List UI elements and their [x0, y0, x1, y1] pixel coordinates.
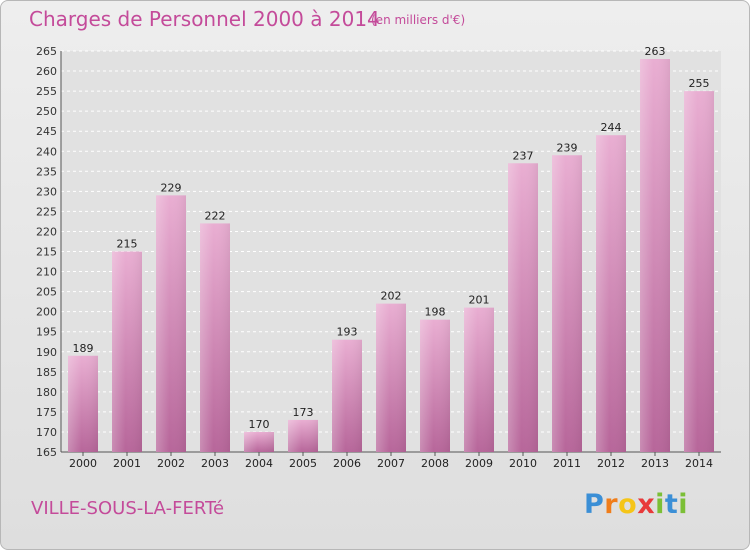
x-tick-label-2003: 2003 [201, 457, 229, 470]
y-tick-label: 265 [36, 45, 57, 58]
bar-sheen [464, 307, 494, 452]
y-tick-label: 260 [36, 65, 57, 78]
bar-sheen [332, 339, 362, 452]
bar-sheen [596, 135, 626, 452]
logo-letter: P [584, 489, 605, 520]
proxiti-logo[interactable]: Proxiti [584, 489, 688, 520]
x-tick-label-2001: 2001 [113, 457, 141, 470]
bar-sheen [244, 431, 274, 452]
y-tick-label: 180 [36, 386, 57, 399]
x-tick-label-2004: 2004 [245, 457, 273, 470]
data-label-2005: 173 [293, 406, 314, 419]
bar-sheen [552, 155, 582, 452]
x-tick-label-2000: 2000 [69, 457, 97, 470]
y-tick-label: 210 [36, 266, 57, 279]
bar-sheen [288, 419, 318, 452]
y-tick-label: 230 [36, 185, 57, 198]
data-label-2000: 189 [73, 342, 94, 355]
y-tick-label: 185 [36, 366, 57, 379]
bar-sheen [156, 195, 186, 453]
bar-sheen [68, 355, 98, 452]
y-tick-label: 250 [36, 105, 57, 118]
place-name: VILLE-SOUS-LA-FERTé [31, 498, 225, 519]
x-tick-label-2006: 2006 [333, 457, 361, 470]
logo-letter: t [664, 489, 679, 520]
data-label-2012: 244 [601, 121, 622, 134]
y-tick-label: 225 [36, 205, 57, 218]
y-tick-label: 240 [36, 145, 57, 158]
data-label-2010: 237 [513, 149, 534, 162]
y-tick-label: 175 [36, 406, 57, 419]
y-tick-label: 245 [36, 125, 57, 138]
y-tick-label: 215 [36, 246, 57, 259]
data-label-2011: 239 [557, 141, 578, 154]
y-tick-label: 200 [36, 306, 57, 319]
bar-sheen [640, 59, 670, 453]
data-label-2007: 202 [381, 290, 402, 303]
x-tick-label-2012: 2012 [597, 457, 625, 470]
x-tick-label-2008: 2008 [421, 457, 449, 470]
data-label-2003: 222 [205, 209, 226, 222]
data-label-2013: 263 [645, 45, 666, 58]
bar-sheen [376, 303, 406, 452]
x-tick-label-2007: 2007 [377, 457, 405, 470]
logo-letter: o [618, 489, 638, 520]
x-tick-label-2011: 2011 [553, 457, 581, 470]
chart-subtitle: (en milliers d'€) [371, 13, 466, 27]
bar-sheen [508, 163, 538, 452]
chart-title: Charges de Personnel 2000 à 2014 [29, 7, 380, 31]
x-tick-label-2013: 2013 [641, 457, 669, 470]
logo-letter: r [604, 489, 619, 520]
data-label-2004: 170 [249, 418, 270, 431]
y-tick-label: 165 [36, 446, 57, 459]
logo-letter: i [678, 489, 689, 520]
bar-sheen [420, 319, 450, 452]
y-tick-label: 235 [36, 165, 57, 178]
x-tick-label-2009: 2009 [465, 457, 493, 470]
x-tick-label-2014: 2014 [685, 457, 713, 470]
data-label-2002: 229 [161, 181, 182, 194]
y-tick-label: 170 [36, 426, 57, 439]
data-label-2014: 255 [689, 77, 710, 90]
x-tick-label-2002: 2002 [157, 457, 185, 470]
y-tick-label: 205 [36, 286, 57, 299]
x-tick-label-2005: 2005 [289, 457, 317, 470]
y-tick-label: 255 [36, 85, 57, 98]
y-tick-label: 195 [36, 326, 57, 339]
data-label-2009: 201 [469, 294, 490, 307]
bar-sheen [112, 251, 142, 452]
data-label-2001: 215 [117, 238, 138, 251]
bar-sheen [684, 91, 714, 452]
logo-letter: i [655, 489, 665, 520]
bar-sheen [200, 223, 230, 452]
x-tick-label-2010: 2010 [509, 457, 537, 470]
logo-letter: x [637, 489, 656, 520]
data-label-2008: 198 [425, 306, 446, 319]
y-tick-label: 190 [36, 346, 57, 359]
y-tick-label: 220 [36, 225, 57, 238]
data-label-2006: 193 [337, 326, 358, 339]
